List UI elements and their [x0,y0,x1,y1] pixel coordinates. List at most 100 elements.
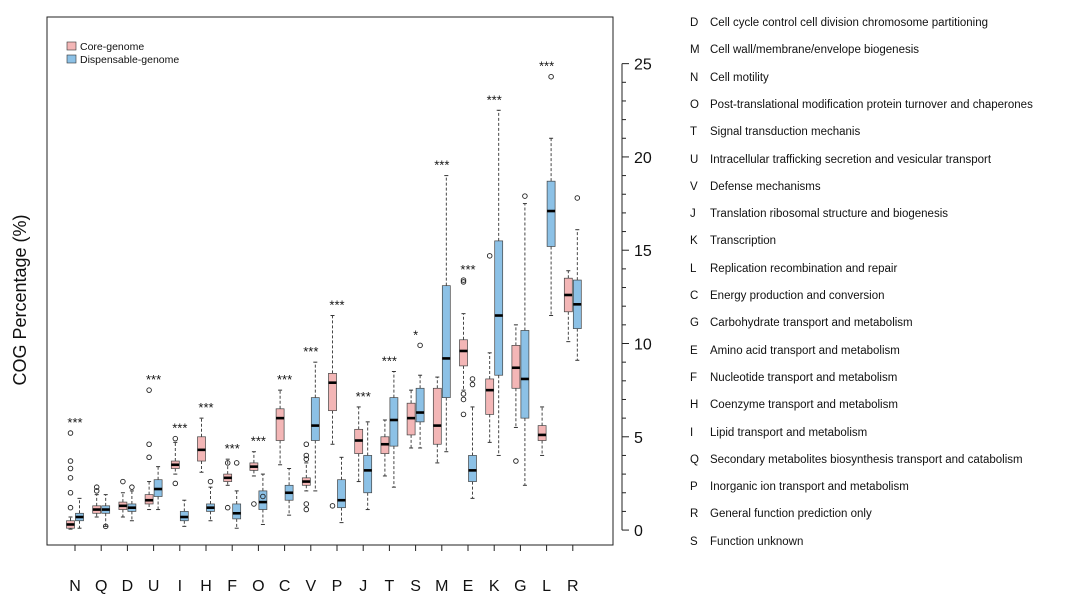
outlier-point [548,73,554,80]
cog-legend-code: M [690,44,700,57]
cog-legend-code: T [690,126,698,139]
outlier-point [417,342,423,349]
box-C-dispensable [284,468,294,516]
outlier-point [260,493,266,500]
significance-label: *** [329,298,344,313]
significance-label: * [413,327,418,342]
cog-legend-code: U [690,153,699,166]
cog-legend-item: G Carbohydrate transport and metabolism [690,317,913,329]
box-I-core [170,435,180,487]
box-iqr [310,397,320,441]
box-N-dispensable [75,497,84,529]
significance-label: *** [487,92,502,107]
box-F-dispensable [232,460,242,529]
box-M-dispensable [441,175,451,453]
outlier-point [303,456,310,462]
outlier-point [303,501,310,507]
cog-legend-item: J Translation ribosomal structure and bio… [690,208,948,220]
box-J-core [354,406,364,483]
cog-legend-code: Q [690,453,699,466]
outlier-point [93,488,100,494]
x-tick-label: Q [95,578,107,595]
cog-legend-code: E [690,344,698,357]
outlier-point [93,484,100,490]
box-iqr [537,425,547,441]
box-iqr [459,339,468,367]
box-L-dispensable [546,73,556,317]
x-tick-label: C [279,578,291,595]
box-H-core [197,417,206,473]
cog-legend-item: R General function prediction only [690,508,872,520]
x-tick-label: U [148,578,160,595]
outlier-point [513,458,519,464]
outlier-point [303,441,310,448]
outlier-point [303,452,310,459]
outlier-point [146,441,152,448]
box-iqr [432,387,442,445]
cog-legend-code: G [690,317,699,330]
cog-legend-code: R [690,508,699,521]
cog-legend-item: U Intracellular trafficking secretion and… [690,154,991,166]
x-tick-label: S [410,578,421,595]
box-iqr [258,490,268,510]
box-P-core [328,315,337,509]
box-Q-core [92,484,102,518]
outlier-point [460,277,467,283]
x-tick-label: O [252,578,264,595]
significance-label: *** [303,344,318,359]
box-U-dispensable [153,466,163,511]
legend-label-core: Core-genome [80,41,144,53]
outlier-point [574,195,581,201]
cog-legend-item: O Post-translational modification protein… [690,99,1033,111]
significance-label: *** [198,400,213,415]
cog-legend-item: Q Secondary metabolites biosynthesis tran… [690,454,1023,466]
x-tick-label: T [385,578,395,595]
box-iqr [337,479,346,509]
boxplot-marks: *************** *************************… [66,59,582,530]
box-iqr [494,240,504,376]
outlier-point [67,504,74,511]
legend-label-dispensable: Dispensable-genome [80,54,179,66]
cog-legend-label: Amino acid transport and metabolism [710,344,900,357]
outlier-point [469,376,476,382]
box-M-core [432,376,442,464]
box-V-core [301,441,311,513]
outlier-point [460,279,467,285]
cog-boxplot-chart: *************** *************************… [10,16,652,595]
box-E-core [459,277,468,418]
cog-legend-label: Carbohydrate transport and metabolism [710,317,913,330]
outlier-point [522,193,528,199]
outlier-point [224,504,231,511]
x-tick-label: N [69,578,81,595]
x-tick-label: M [435,578,448,595]
x-tick-label: G [514,578,526,595]
outlier-point [129,484,135,490]
outlier-point [102,523,109,530]
cog-legend-label: Lipid transport and metabolism [710,426,868,439]
cog-legend-label: Energy production and conversion [710,290,885,302]
box-R-dispensable [572,195,582,361]
outlier-point [67,490,74,496]
significance-label: *** [356,389,371,404]
legend-swatch-core [66,41,77,51]
y-tick-label: 10 [634,337,652,354]
y-axis: 0 5 10 15 20 25 [621,57,652,540]
significance-label: *** [251,434,266,449]
box-D-core [118,478,128,518]
box-O-core [249,451,259,507]
box-S-dispensable [415,342,425,449]
cog-legend-label: Cell cycle control cell division chromos… [710,17,989,29]
cog-legend-item: T Signal transduction mechanis [690,126,860,138]
box-L-core [537,406,547,456]
legend-swatch-dispensable [66,54,77,64]
box-D-dispensable [127,484,137,522]
cog-legend-code: P [690,481,698,494]
significance-label: *** [172,421,187,436]
significance-label: *** [67,415,82,430]
cog-legend-item: C Energy production and conversion [690,290,885,302]
cog-legend-code: O [690,98,699,111]
box-E-dispensable [468,376,477,499]
y-axis-label: COG Percentage (%) [10,214,30,385]
outlier-point [460,391,467,397]
cog-legend-item: L Replication recombination and repair [690,263,897,275]
